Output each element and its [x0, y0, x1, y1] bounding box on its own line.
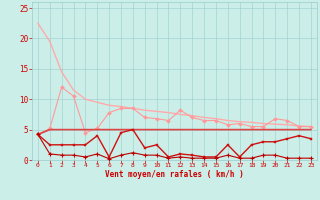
X-axis label: Vent moyen/en rafales ( km/h ): Vent moyen/en rafales ( km/h ): [105, 170, 244, 179]
